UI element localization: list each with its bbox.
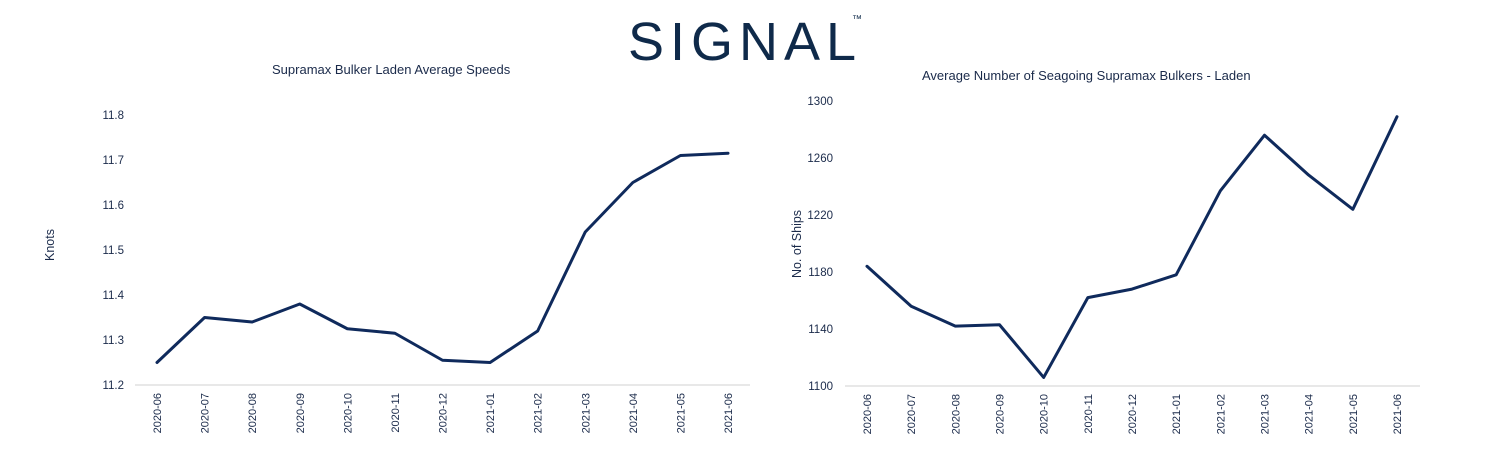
ship-count-chart-x-tick-label: 2021-01 <box>1171 394 1183 434</box>
ship-count-chart-y-tick-label: 1140 <box>808 324 833 336</box>
ship-count-chart-y-tick-label: 1220 <box>807 210 833 222</box>
ship-count-chart-x-tick-label: 2021-04 <box>1304 394 1316 434</box>
speed-chart-x-tick-label: 2020-11 <box>390 393 402 433</box>
speed-chart-y-tick-label: 11.4 <box>102 290 124 302</box>
ship-count-chart-x-tick-label: 2020-06 <box>862 394 874 434</box>
ship-count-chart-data-point <box>1263 134 1266 137</box>
ship-count-chart-title: Average Number of Seagoing Supramax Bulk… <box>922 68 1251 83</box>
ship-count-chart-data-point <box>1175 273 1178 276</box>
speed-chart-title: Supramax Bulker Laden Average Speeds <box>272 62 511 77</box>
ship-count-chart-data-point <box>1042 376 1045 379</box>
ship-count-chart-x-tick-label: 2020-10 <box>1039 394 1051 434</box>
speed-chart-x-tick-label: 2020-06 <box>152 393 164 433</box>
logo-wordmark: SIGNAL <box>628 12 862 68</box>
ship-count-chart-data-point <box>1219 189 1222 192</box>
ship-count-chart-data-point <box>1131 288 1134 291</box>
ship-count-chart-x-tick-label: 2020-09 <box>995 394 1007 434</box>
ship-count-chart-data-point <box>866 265 869 268</box>
speed-chart-x-tick-label: 2021-01 <box>485 393 497 433</box>
speed-chart-y-tick-label: 11.7 <box>102 155 124 167</box>
speed-chart-x-tick-label: 2020-07 <box>200 393 212 433</box>
speed-chart-x-tick-label: 2021-02 <box>533 393 545 433</box>
signal-logo: SIGNAL ™ <box>628 12 862 68</box>
ship-count-chart-series-line <box>865 115 1399 379</box>
speed-chart-y-tick-label: 11.3 <box>102 335 124 347</box>
ship-count-chart-data-point <box>1351 208 1354 211</box>
ship-count-chart-x-tick-label: 2020-12 <box>1127 394 1139 434</box>
ship-count-chart-data-point <box>1396 115 1399 118</box>
speed-chart-x-tick-label: 2021-03 <box>580 393 592 433</box>
ship-count-chart-x-tick-label: 2021-05 <box>1348 394 1360 434</box>
speed-chart-y-tick-label: 11.8 <box>102 110 124 122</box>
speed-chart-series-line <box>155 151 730 364</box>
ship-count-chart-data-point <box>910 305 913 308</box>
speed-chart-y-tick-label: 11.2 <box>102 380 124 392</box>
speed-chart-x-tick-label: 2021-06 <box>723 393 735 433</box>
speed-chart-y-tick-label: 11.6 <box>102 200 124 212</box>
ship-count-chart-x-tick-label: 2021-03 <box>1260 394 1272 434</box>
speed-chart-x-tick-label: 2021-05 <box>675 393 687 433</box>
ship-count-chart-data-point <box>1086 296 1089 299</box>
ship-count-chart-data-point <box>998 323 1001 326</box>
ship-count-chart-x-tick-label: 2021-02 <box>1215 394 1227 434</box>
ship-count-chart-y-tick-label: 1260 <box>807 153 833 165</box>
ship-count-chart-x-tick-label: 2020-11 <box>1083 394 1095 434</box>
ship-count-chart-data-point <box>1307 174 1310 177</box>
ship-count-chart-y-tick-label: 1300 <box>807 96 833 108</box>
logo-trademark: ™ <box>852 14 862 25</box>
ship-count-chart-data-point <box>954 325 957 328</box>
ship-count-chart-x-tick-label: 2021-06 <box>1392 394 1404 434</box>
speed-chart-x-tick-label: 2020-12 <box>438 393 450 433</box>
speed-chart-plot: 11.2 11.3 11.4 11.5 11.6 11.7 11.8 2020-06 2020-… <box>102 110 750 433</box>
speed-chart-x-tick-label: 2020-10 <box>342 393 354 433</box>
speed-chart-x-tick-label: 2020-09 <box>295 393 307 433</box>
speed-chart-x-tick-label: 2021-04 <box>628 393 640 433</box>
ship-count-chart-y-tick-label: 1100 <box>808 381 833 393</box>
ship-count-chart-x-tick-label: 2020-07 <box>906 394 918 434</box>
ship-count-chart-y-tick-label: 1180 <box>808 267 833 279</box>
speed-chart-y-tick-label: 11.5 <box>102 245 124 257</box>
speed-chart-x-tick-label: 2020-08 <box>247 393 259 433</box>
ship-count-chart-x-tick-label: 2020-08 <box>950 394 962 434</box>
